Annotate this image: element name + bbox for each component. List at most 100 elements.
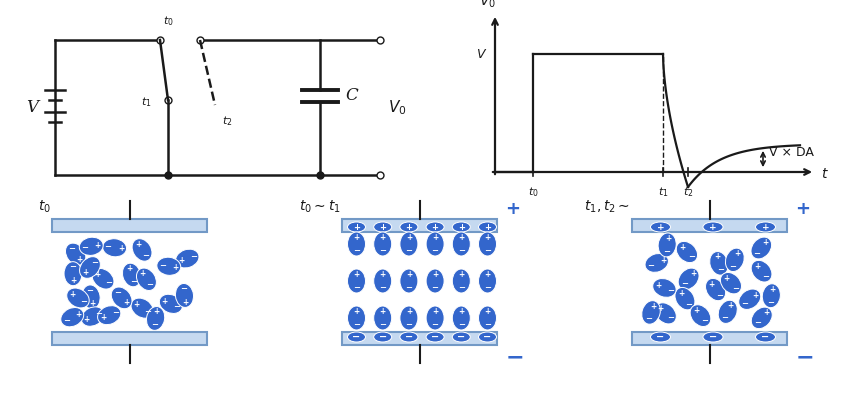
Text: −: − xyxy=(716,291,722,300)
Text: −: − xyxy=(379,320,386,329)
Text: +: + xyxy=(70,276,76,285)
Text: −: − xyxy=(114,288,121,297)
Text: −: − xyxy=(379,246,386,255)
Text: −: − xyxy=(180,284,187,293)
Text: −: − xyxy=(80,297,88,306)
Ellipse shape xyxy=(60,308,84,327)
Text: −: − xyxy=(70,262,76,272)
Text: +: + xyxy=(139,269,146,278)
Text: +: + xyxy=(89,299,95,308)
Ellipse shape xyxy=(79,237,103,255)
Text: −: − xyxy=(159,261,166,270)
Ellipse shape xyxy=(690,305,711,326)
Text: +: + xyxy=(734,249,740,258)
Text: −: − xyxy=(457,332,465,342)
Ellipse shape xyxy=(131,298,153,318)
Ellipse shape xyxy=(650,222,671,232)
Ellipse shape xyxy=(137,268,156,290)
Text: +: + xyxy=(432,270,439,279)
Text: −: − xyxy=(767,298,774,307)
Text: +: + xyxy=(405,270,412,279)
Text: −: − xyxy=(701,316,708,325)
Ellipse shape xyxy=(400,222,418,232)
Text: +: + xyxy=(76,255,82,264)
Text: +: + xyxy=(123,298,129,308)
Text: +: + xyxy=(655,281,661,290)
Text: V × DA: V × DA xyxy=(769,146,813,158)
Text: +: + xyxy=(665,234,672,243)
Text: C: C xyxy=(345,88,358,104)
Ellipse shape xyxy=(92,268,114,289)
Text: −: − xyxy=(741,299,748,308)
Ellipse shape xyxy=(703,222,723,232)
Text: +: + xyxy=(458,270,464,279)
Text: −: − xyxy=(190,252,197,261)
Text: −: − xyxy=(458,283,465,292)
Ellipse shape xyxy=(348,222,366,232)
Ellipse shape xyxy=(400,332,418,342)
Text: +: + xyxy=(162,296,168,306)
Text: −: − xyxy=(681,280,688,288)
Ellipse shape xyxy=(122,263,141,287)
Ellipse shape xyxy=(452,269,470,293)
Ellipse shape xyxy=(762,284,780,308)
Text: +: + xyxy=(458,307,464,316)
Ellipse shape xyxy=(452,332,470,342)
Ellipse shape xyxy=(721,272,741,294)
Text: $t_2$: $t_2$ xyxy=(683,185,694,199)
Ellipse shape xyxy=(132,239,152,261)
Text: $t_2$: $t_2$ xyxy=(222,114,233,128)
Bar xyxy=(632,219,787,232)
Ellipse shape xyxy=(675,288,695,310)
Ellipse shape xyxy=(479,222,496,232)
Text: +: + xyxy=(353,222,360,232)
Text: −: − xyxy=(506,347,524,367)
Ellipse shape xyxy=(348,306,366,330)
Bar xyxy=(343,219,497,232)
Text: +: + xyxy=(405,307,412,316)
Text: −: − xyxy=(663,247,670,256)
Text: $t_0{\sim}t_1$: $t_0{\sim}t_1$ xyxy=(298,199,341,215)
Text: +: + xyxy=(506,200,520,218)
Ellipse shape xyxy=(426,222,444,232)
Text: +: + xyxy=(650,302,656,310)
Ellipse shape xyxy=(98,306,121,325)
Ellipse shape xyxy=(718,300,737,324)
Text: +: + xyxy=(380,270,386,279)
Text: +: + xyxy=(679,243,685,252)
Text: −: − xyxy=(667,314,674,322)
Text: +: + xyxy=(693,306,700,315)
Text: −: − xyxy=(105,278,111,288)
Bar xyxy=(53,219,207,232)
Text: $t_1$: $t_1$ xyxy=(658,185,668,199)
Text: −: − xyxy=(667,286,674,295)
Text: +: + xyxy=(405,222,412,232)
Text: +: + xyxy=(182,298,189,307)
Text: −: − xyxy=(150,320,158,330)
Ellipse shape xyxy=(111,287,132,309)
Text: +: + xyxy=(173,263,178,272)
Text: −: − xyxy=(458,246,465,255)
Ellipse shape xyxy=(176,249,199,268)
Ellipse shape xyxy=(751,260,772,282)
Text: $V_0$: $V_0$ xyxy=(479,0,496,10)
Text: +: + xyxy=(379,222,386,232)
Text: −: − xyxy=(353,320,360,329)
Text: −: − xyxy=(762,332,769,342)
Text: −: − xyxy=(87,286,94,295)
Text: +: + xyxy=(135,240,142,249)
Text: −: − xyxy=(405,320,412,329)
Text: −: − xyxy=(484,246,491,255)
Ellipse shape xyxy=(452,222,470,232)
Text: +: + xyxy=(714,252,720,261)
Ellipse shape xyxy=(739,289,761,310)
Text: +: + xyxy=(432,233,439,242)
Text: +: + xyxy=(484,270,490,279)
Ellipse shape xyxy=(452,306,470,330)
Ellipse shape xyxy=(751,237,772,259)
Text: +: + xyxy=(432,307,439,316)
Text: +: + xyxy=(762,222,769,232)
Ellipse shape xyxy=(400,232,418,256)
Ellipse shape xyxy=(80,257,100,278)
Bar xyxy=(632,332,787,345)
